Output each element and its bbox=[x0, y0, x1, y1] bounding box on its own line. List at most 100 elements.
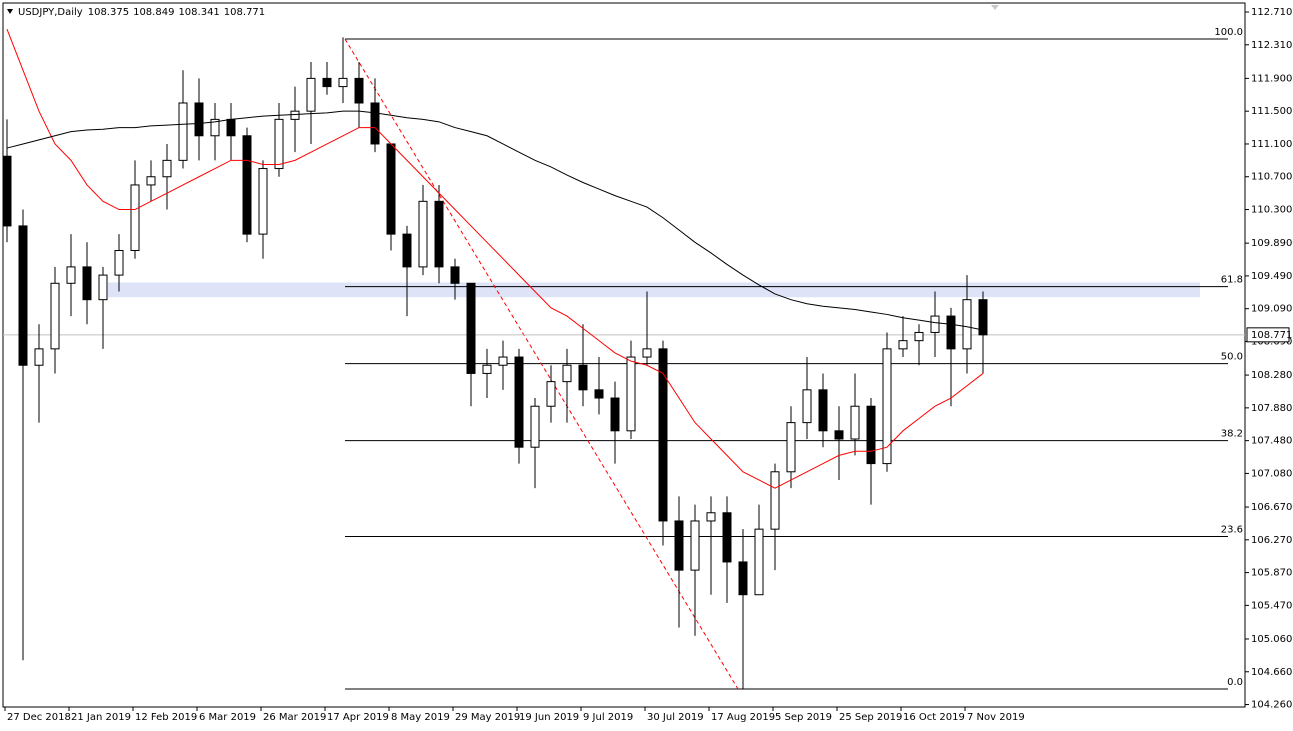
candle-body bbox=[962, 299, 972, 350]
candle-body bbox=[578, 364, 588, 391]
candle-body bbox=[322, 77, 332, 88]
candle-body bbox=[82, 266, 92, 301]
candle-body bbox=[258, 168, 268, 235]
moving-average bbox=[6, 29, 984, 489]
candle-body bbox=[642, 348, 652, 358]
symbol: USDJPY,Daily bbox=[18, 7, 83, 18]
candle-body bbox=[34, 348, 44, 366]
fib-label: 38.2 bbox=[1221, 429, 1243, 440]
header: USDJPY,Daily 108.375 108.849 108.341 108.771 bbox=[18, 7, 265, 18]
y-tick-label: 110.700 bbox=[1251, 172, 1292, 183]
plot-frame bbox=[2, 2, 1246, 708]
candle-body bbox=[930, 315, 940, 333]
x-tick-label: 5 Sep 2019 bbox=[775, 712, 832, 723]
x-tick-label: 27 Dec 2018 bbox=[7, 712, 71, 723]
x-tick-label: 17 Aug 2019 bbox=[711, 712, 775, 723]
y-tick-label: 112.310 bbox=[1251, 40, 1292, 51]
candle-body bbox=[306, 77, 316, 112]
candle-body bbox=[690, 520, 700, 571]
candle-body bbox=[610, 397, 620, 432]
scroll-marker bbox=[991, 5, 999, 10]
header-high: 108.849 bbox=[133, 7, 174, 18]
candle-body bbox=[706, 512, 716, 522]
y-tick-label: 111.900 bbox=[1251, 73, 1292, 84]
x-tick-label: 7 Nov 2019 bbox=[967, 712, 1025, 723]
y-tick-label: 109.890 bbox=[1251, 238, 1292, 249]
header-low: 108.341 bbox=[178, 7, 219, 18]
candle-body bbox=[594, 389, 604, 399]
candle-body bbox=[18, 225, 28, 366]
candle-body bbox=[562, 364, 572, 383]
x-tick-label: 25 Sep 2019 bbox=[839, 712, 902, 723]
y-tick-label: 106.270 bbox=[1251, 535, 1292, 546]
y-tick-label: 108.280 bbox=[1251, 370, 1292, 381]
x-tick-label: 17 Apr 2019 bbox=[327, 712, 389, 723]
candle-body bbox=[370, 102, 380, 145]
y-tick-label: 107.080 bbox=[1251, 468, 1292, 479]
candle-body bbox=[498, 356, 508, 366]
candle-body bbox=[546, 381, 556, 407]
y-tick-label: 105.870 bbox=[1251, 568, 1292, 579]
x-tick-label: 30 Jul 2019 bbox=[647, 712, 704, 723]
candle-body bbox=[882, 348, 892, 465]
candle-body bbox=[66, 266, 76, 284]
fib-label: 0.0 bbox=[1227, 677, 1243, 688]
last-price-box bbox=[1246, 327, 1290, 343]
x-tick-label: 12 Feb 2019 bbox=[135, 712, 197, 723]
y-tick-label: 111.100 bbox=[1251, 139, 1292, 150]
candle-body bbox=[466, 282, 476, 374]
y-tick-label: 104.260 bbox=[1251, 700, 1292, 711]
x-tick-label: 16 Oct 2019 bbox=[903, 712, 965, 723]
fib-label: 100.0 bbox=[1214, 27, 1243, 38]
candle-body bbox=[242, 135, 252, 235]
fib-label: 61.8 bbox=[1221, 275, 1243, 286]
candle-body bbox=[114, 250, 124, 276]
candle-body bbox=[130, 184, 140, 252]
candle-body bbox=[898, 340, 908, 350]
fib-trendline bbox=[344, 38, 739, 690]
candle-body bbox=[754, 528, 764, 596]
candle-body bbox=[434, 200, 444, 268]
candle-body bbox=[354, 77, 364, 104]
candle-body bbox=[834, 430, 844, 440]
fib-label: 23.6 bbox=[1221, 525, 1243, 536]
x-tick-label: 9 Jul 2019 bbox=[583, 712, 633, 723]
candle-body bbox=[978, 299, 988, 336]
x-tick-label: 19 Jun 2019 bbox=[519, 712, 579, 723]
x-tick-label: 8 May 2019 bbox=[391, 712, 450, 723]
candle-body bbox=[418, 200, 428, 268]
candle-body bbox=[98, 274, 108, 301]
candle-body bbox=[290, 110, 300, 120]
candle-body bbox=[866, 405, 876, 465]
candle-body bbox=[274, 118, 284, 170]
candle-body bbox=[50, 282, 60, 350]
x-tick-label: 29 May 2019 bbox=[455, 712, 520, 723]
candle-body bbox=[146, 176, 156, 186]
y-tick-label: 105.060 bbox=[1251, 634, 1292, 645]
y-tick-label: 105.470 bbox=[1251, 600, 1292, 611]
candle-body bbox=[210, 118, 220, 137]
candle-body bbox=[626, 356, 636, 432]
candle-body bbox=[402, 233, 412, 268]
candle-body bbox=[530, 405, 540, 448]
candle-body bbox=[674, 520, 684, 571]
y-tick-label: 106.670 bbox=[1251, 502, 1292, 513]
candle-body bbox=[722, 512, 732, 563]
last-price-label: 108.771 bbox=[1251, 330, 1292, 341]
header-arrow bbox=[7, 9, 13, 14]
candle-body bbox=[818, 389, 828, 432]
y-tick-label: 107.480 bbox=[1251, 436, 1292, 447]
candle-body bbox=[850, 405, 860, 440]
candle-body bbox=[482, 364, 492, 374]
candle-body bbox=[946, 315, 956, 350]
y-tick-label: 112.710 bbox=[1251, 7, 1292, 18]
candle-body bbox=[786, 422, 796, 473]
y-tick-label: 109.490 bbox=[1251, 271, 1292, 282]
candle-body bbox=[226, 118, 236, 137]
candle-body bbox=[914, 331, 924, 342]
candle-body bbox=[178, 102, 188, 161]
candle-body bbox=[738, 561, 748, 596]
header-close: 108.771 bbox=[224, 7, 265, 18]
candle-body bbox=[194, 102, 204, 137]
